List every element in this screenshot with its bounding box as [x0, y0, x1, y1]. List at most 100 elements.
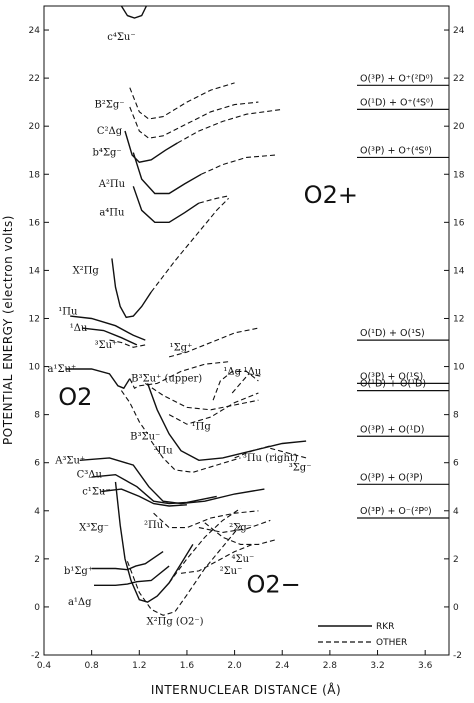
state-label: a¹Σu⁺ — [47, 364, 76, 375]
potential-curve — [177, 108, 283, 144]
state-label: ¹Δu — [244, 366, 262, 377]
potential-curve — [129, 378, 140, 389]
y-tick-label-right: 10 — [453, 363, 465, 373]
molecule-label: O2 — [58, 383, 92, 411]
state-label: ¹Σg⁺ — [170, 342, 193, 353]
y-tick-label-right: 4 — [453, 507, 459, 517]
state-label: X²Πg — [73, 265, 100, 276]
state-label: A³Σu⁺ — [54, 455, 85, 466]
state-label: b⁴Σg⁻ — [93, 148, 122, 159]
potential-curve — [231, 373, 261, 394]
y-tick-label-right: 20 — [453, 122, 465, 132]
y-tick-label-right: 18 — [453, 170, 465, 180]
dissociation-limit-label: O(³P) + O⁻(²P⁰) — [360, 506, 432, 517]
state-label: b¹Σg⁺ — [64, 566, 93, 577]
state-label: ¹Πg — [192, 422, 212, 433]
y-tick-label-right: 16 — [453, 218, 465, 228]
state-label: ³Πu — [154, 446, 174, 457]
potential-curve — [94, 565, 170, 586]
potential-curve — [198, 519, 271, 533]
potential-curve — [200, 154, 277, 175]
legend-label: OTHER — [376, 638, 407, 648]
y-tick-label-left: 4 — [34, 507, 40, 517]
y-tick-label-left: 8 — [34, 411, 40, 421]
dissociation-limit-label: O(¹D) + O(¹S) — [360, 328, 425, 339]
potential-curve — [120, 5, 148, 19]
y-tick-label-left: 14 — [29, 266, 41, 276]
legend-label: RKR — [376, 622, 394, 632]
state-label: a¹Δg — [68, 597, 92, 608]
state-label: A²Πu — [98, 179, 126, 190]
state-label: B³Σu⁺ (upper) — [131, 374, 202, 385]
x-tick-label: 2.8 — [323, 661, 338, 671]
state-label: C³Δu — [77, 470, 103, 481]
potential-curve — [114, 481, 194, 603]
state-label: c⁴Σu⁻ — [107, 32, 135, 43]
state-label: ³Σg⁻ — [289, 463, 312, 474]
dissociation-limit-label: O(¹D) + O(¹D) — [360, 379, 426, 390]
potential-curve — [153, 510, 259, 529]
potential-curve — [70, 315, 146, 341]
potential-curve — [126, 524, 241, 616]
state-label: ⁴Σu⁻ — [232, 554, 255, 565]
x-tick-label: 1.2 — [132, 661, 146, 671]
potential-curve — [150, 440, 241, 473]
plot-frame — [43, 5, 450, 656]
potential-curve — [132, 152, 202, 195]
state-label: ¹Δu — [70, 323, 88, 334]
y-tick-label-left: 18 — [29, 170, 41, 180]
x-tick-label: 2.4 — [275, 661, 290, 671]
potential-curve — [101, 488, 187, 507]
y-tick-label-left: -2 — [31, 651, 40, 661]
y-tick-label-left: 20 — [29, 122, 41, 132]
state-label: C²Δg — [97, 126, 123, 137]
potential-curve — [180, 543, 253, 574]
x-tick-label: 2.0 — [227, 661, 242, 671]
dissociation-limit-label: O(³P) + O(¹D) — [360, 424, 424, 435]
x-tick-label: 0.4 — [37, 661, 52, 671]
y-axis-label: POTENTIAL ENERGY (electron volts) — [1, 215, 15, 445]
potential-curve — [124, 130, 178, 163]
dissociation-limit-label: O(³P) + O⁺(²D⁰) — [360, 73, 433, 84]
potential-curve — [234, 445, 271, 459]
state-label: a⁴Πu — [99, 208, 125, 219]
potential-curve — [168, 327, 259, 358]
potential-curve — [146, 383, 307, 462]
potential-curve — [109, 339, 146, 348]
potential-curve — [168, 392, 259, 425]
molecule-label: O2− — [247, 571, 301, 599]
y-tick-label-right: 24 — [453, 26, 465, 36]
potential-curve — [120, 390, 149, 435]
potential-curve — [91, 473, 217, 505]
state-label: ³Πu (right) — [243, 453, 298, 464]
potential-curve — [150, 197, 229, 293]
x-tick-label: 3.6 — [418, 661, 433, 671]
potential-curve — [212, 370, 259, 401]
potential-curve — [168, 507, 241, 584]
x-axis-label: INTERNUCLEAR DISTANCE (Å) — [151, 682, 341, 697]
state-label: B³Σu⁻ — [130, 431, 160, 442]
dissociation-limit-label: O(¹D) + O⁺(⁴S⁰) — [360, 97, 434, 108]
potential-curve — [198, 195, 229, 204]
y-tick-label-left: 6 — [34, 459, 40, 469]
potential-curve — [132, 186, 200, 224]
y-tick-label-right: -2 — [453, 651, 462, 661]
state-label: ²Πu — [144, 520, 164, 531]
potential-curve — [111, 258, 152, 319]
state-label: X²Πg (O2⁻) — [146, 616, 203, 627]
y-tick-label-right: 6 — [453, 459, 459, 469]
y-tick-label-right: 12 — [453, 314, 464, 324]
state-label: B²Σg⁻ — [94, 100, 124, 111]
state-label: c¹Σu⁻ — [82, 487, 110, 498]
potential-curve — [82, 327, 138, 346]
potential-curve — [79, 457, 265, 505]
y-tick-label-left: 12 — [29, 314, 40, 324]
dissociation-limit-label: O(³P) + O(³P) — [360, 472, 423, 483]
state-label: ¹Δg — [223, 366, 241, 377]
state-label: ²Σg⁻ — [229, 523, 252, 534]
y-tick-label-left: 0 — [34, 603, 40, 613]
potential-curve — [139, 361, 229, 387]
y-tick-label-right: 2 — [453, 555, 459, 565]
y-tick-label-left: 16 — [29, 218, 41, 228]
